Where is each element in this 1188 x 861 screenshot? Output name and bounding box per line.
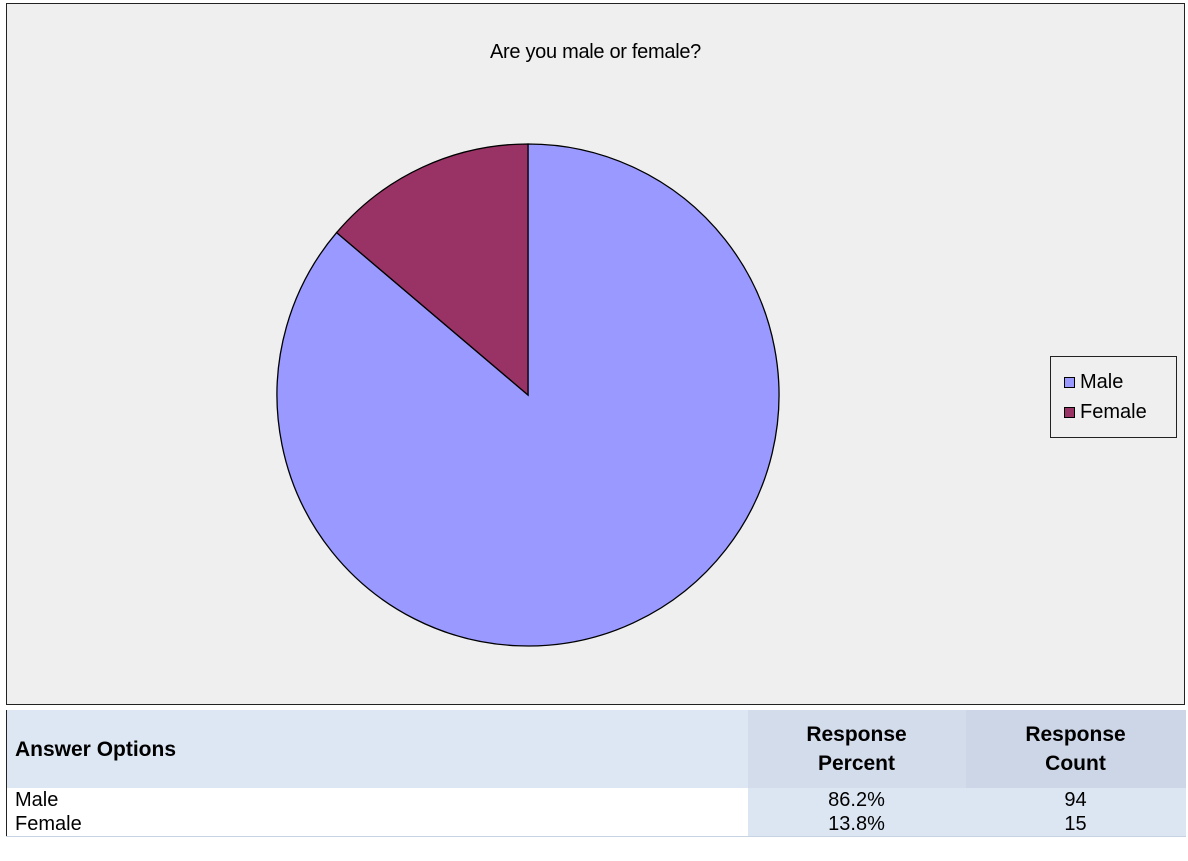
- legend-label-male: Male: [1080, 370, 1124, 393]
- header-response-count: Response Count: [965, 710, 1186, 788]
- legend-item-male: Male: [1051, 367, 1176, 397]
- table-header-row: Answer Options Response Percent Response…: [6, 710, 1186, 788]
- header-response-percent: Response Percent: [747, 710, 966, 788]
- legend-swatch-female: [1064, 406, 1075, 418]
- row-percent: 86.2%: [747, 788, 966, 812]
- header-response-percent-line1: Response: [806, 723, 907, 746]
- legend-swatch-male: [1064, 376, 1075, 388]
- header-answer-options: Answer Options: [6, 710, 748, 788]
- row-option: Male: [6, 788, 748, 812]
- row-option: Female: [6, 812, 748, 837]
- header-response-percent-line2: Percent: [817, 752, 896, 775]
- pie-chart: [276, 143, 780, 647]
- table-row: Female 13.8% 15: [6, 812, 1186, 837]
- table-row: Male 86.2% 94: [6, 788, 1186, 812]
- chart-legend: Male Female: [1050, 356, 1177, 438]
- chart-area: Are you male or female? Male Female: [6, 3, 1185, 705]
- row-count: 94: [965, 788, 1186, 812]
- header-response-count-line2: Count: [1045, 752, 1106, 775]
- legend-item-female: Female: [1051, 397, 1176, 427]
- header-response-count-line1: Response: [1025, 723, 1126, 746]
- row-percent: 13.8%: [747, 812, 966, 837]
- pie-slice-female: [335, 143, 529, 397]
- row-count: 15: [965, 812, 1186, 837]
- legend-label-female: Female: [1080, 400, 1147, 423]
- response-table: Answer Options Response Percent Response…: [6, 710, 1186, 837]
- chart-title: Are you male or female?: [490, 41, 701, 63]
